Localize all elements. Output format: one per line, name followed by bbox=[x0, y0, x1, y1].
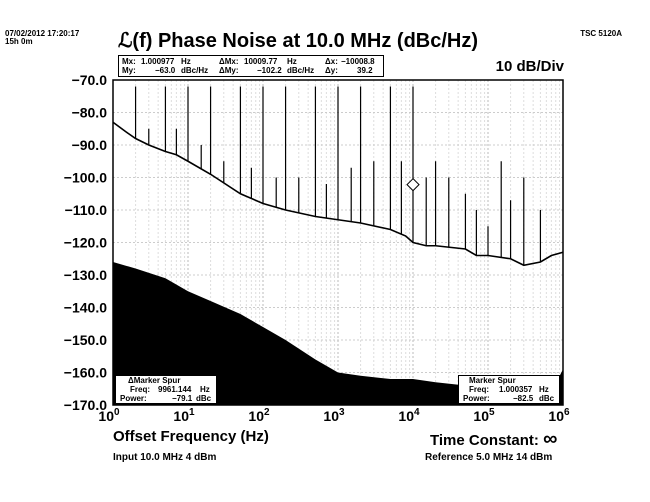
delta-spur-power-unit: dBc bbox=[196, 394, 212, 403]
x-tick-label: 105 bbox=[473, 407, 495, 424]
mx-value: 1.000977 bbox=[141, 57, 175, 66]
phase-noise-layer bbox=[112, 121, 564, 267]
dy-label: Δy: bbox=[325, 66, 338, 75]
delta-spur-freq-unit: Hz bbox=[200, 385, 210, 394]
noise-floor-area bbox=[113, 262, 563, 405]
y-tick-label: −160.0 bbox=[64, 365, 107, 381]
plot-frame bbox=[112, 79, 564, 406]
marker-readout: Mx: 1.000977 Hz My: −63.0 dBc/Hz ΔMx: 10… bbox=[118, 55, 384, 77]
my-value: −63.0 bbox=[155, 66, 176, 75]
marker-spur-title: Marker Spur bbox=[469, 376, 516, 385]
y-tick-label: −80.0 bbox=[72, 105, 108, 121]
y-tick-label: −100.0 bbox=[64, 170, 107, 186]
y-tick-label: −170.0 bbox=[64, 397, 107, 413]
dmx-value: 10009.77 bbox=[244, 57, 278, 66]
marker-spur-power-value: −82.5 bbox=[513, 394, 534, 403]
timestamp: 07/02/2012 17:20:17 bbox=[5, 29, 80, 38]
x-tick-label: 106 bbox=[548, 407, 570, 424]
time-constant: Time Constant: ∞ bbox=[430, 428, 557, 451]
time-constant-value: ∞ bbox=[543, 428, 558, 450]
my-unit: dBc/Hz bbox=[181, 66, 209, 75]
delta-spur-title: ΔMarker Spur bbox=[128, 376, 181, 385]
y-tick-label: −140.0 bbox=[64, 300, 107, 316]
dmx-label: ΔMx: bbox=[219, 57, 239, 66]
y-tick-label: −70.0 bbox=[72, 72, 108, 88]
dy-value: 39.2 bbox=[357, 66, 373, 75]
chart-title: ℒ(f) Phase Noise at 10.0 MHz (dBc/Hz) bbox=[118, 30, 479, 52]
my-label: My: bbox=[122, 66, 136, 75]
delta-spur-power-value: −79.1 bbox=[172, 394, 193, 403]
noise-floor-layer bbox=[113, 262, 563, 405]
scale-label: 10 dB/Div bbox=[495, 58, 564, 75]
dmx-unit: Hz bbox=[287, 57, 297, 66]
x-tick-label: 104 bbox=[398, 407, 420, 424]
delta-spur-freq-value: 9961.144 bbox=[158, 385, 192, 394]
phase-noise-line bbox=[112, 121, 564, 267]
dmy-label: ΔMy: bbox=[219, 66, 239, 75]
marker-spur-freq-value: 1.000357 bbox=[499, 385, 533, 394]
delta-marker-spur-box: ΔMarker Spur Freq: 9961.144 Hz Power: −7… bbox=[115, 375, 217, 404]
delta-spur-freq-label: Freq: bbox=[130, 385, 150, 394]
mx-label: Mx: bbox=[122, 57, 136, 66]
y-tick-label: −110.0 bbox=[65, 202, 108, 218]
instrument-model: TSC 5120A bbox=[580, 29, 622, 38]
x-tick-label: 101 bbox=[173, 407, 195, 424]
elapsed-time: 15h 0m bbox=[5, 37, 33, 46]
marker-diamond bbox=[406, 177, 420, 192]
y-tick-label: −130.0 bbox=[64, 267, 107, 283]
dx-label: Δx: bbox=[325, 57, 338, 66]
marker-spur-power-unit: dBc bbox=[539, 394, 555, 403]
x-tick-label: 100 bbox=[98, 407, 120, 424]
y-tick-label: −120.0 bbox=[64, 235, 107, 251]
axis-layer: −70.0 −80.0 −90.0 −100.0 −110.0 −120.0 −130.0 −… bbox=[64, 72, 570, 424]
dmy-unit: dBc/Hz bbox=[287, 66, 315, 75]
delta-spur-power-label: Power: bbox=[120, 394, 147, 403]
x-tick-label: 103 bbox=[323, 407, 345, 424]
x-axis-label: Offset Frequency (Hz) bbox=[113, 428, 269, 445]
input-info: Input 10.0 MHz 4 dBm bbox=[113, 452, 217, 463]
y-tick-label: −150.0 bbox=[64, 332, 107, 348]
y-tick-label: −90.0 bbox=[72, 137, 108, 153]
reference-info: Reference 5.0 MHz 14 dBm bbox=[425, 452, 553, 463]
x-tick-label: 102 bbox=[248, 407, 270, 424]
dmy-value: −102.2 bbox=[257, 66, 282, 75]
spur-layer bbox=[134, 86, 542, 266]
marker-spur-power-label: Power: bbox=[463, 394, 490, 403]
time-constant-label: Time Constant: bbox=[430, 432, 539, 449]
dx-value: −10008.8 bbox=[341, 57, 375, 66]
marker-spur-box: Marker Spur Freq: 1.000357 Hz Power: −82… bbox=[458, 375, 560, 404]
mx-unit: Hz bbox=[181, 57, 191, 66]
marker-spur-freq-unit: Hz bbox=[539, 385, 549, 394]
marker-spur-freq-label: Freq: bbox=[469, 385, 489, 394]
